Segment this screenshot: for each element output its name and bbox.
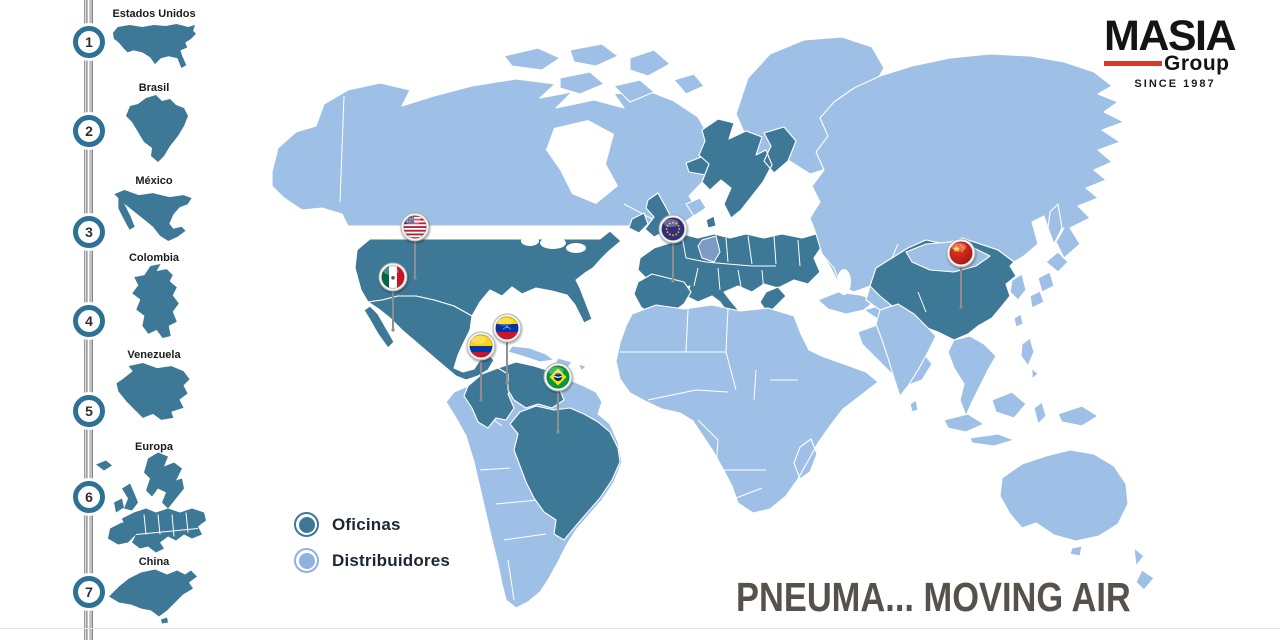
europe-silhouette-icon: [92, 450, 210, 554]
step-number-2: 2: [73, 115, 105, 147]
marker-colombia[interactable]: [466, 331, 496, 402]
marker-china[interactable]: [946, 238, 976, 309]
region-australia-nz: [999, 449, 1155, 591]
venezuela-flag-icon: [495, 316, 519, 340]
offices-label: Oficinas: [332, 514, 401, 534]
country-label-mexico: México: [135, 175, 173, 187]
china-silhouette-icon: [105, 566, 200, 624]
offices-dot-icon: [294, 512, 319, 537]
logo-red-bar: [1104, 61, 1162, 67]
country-label-colombia: Colombia: [128, 252, 180, 264]
marker-venezuela[interactable]: [492, 313, 522, 385]
asia-borders: [821, 243, 927, 313]
country-label-brasil: Brasil: [138, 82, 170, 94]
region-scandinavia: [698, 118, 797, 229]
region-africa: [615, 304, 879, 514]
mexico-silhouette-icon: [112, 188, 194, 244]
logo-sub-brand: Group: [1164, 51, 1230, 75]
arctic-islands: [503, 43, 707, 217]
logo-brand: MASIA: [1104, 12, 1237, 60]
region-iberia: [633, 273, 692, 318]
step-number-3: 3: [73, 216, 105, 248]
logo-tagline: SINCE 1987: [1134, 77, 1216, 90]
world-map: [271, 36, 1155, 609]
brazil-silhouette-icon: [118, 94, 190, 164]
hudson-bay: [546, 120, 618, 204]
marker-mexico[interactable]: [378, 262, 408, 332]
country-label-europa: Europa: [135, 441, 173, 453]
step-number-7: 7: [73, 576, 105, 608]
region-brazil: [509, 405, 621, 541]
brazil-flag-icon: [546, 365, 570, 389]
mexico-flag-icon: [381, 265, 405, 289]
legend-offices: Oficinas: [294, 512, 450, 537]
marker-brasil[interactable]: [543, 362, 573, 434]
region-india: [875, 303, 937, 413]
usa-flag-icon: [403, 215, 427, 239]
region-germany: [697, 235, 721, 263]
step-number-5: 5: [73, 395, 105, 427]
colombia-silhouette-icon: [122, 263, 186, 339]
masia-group-logo: MASIA Group SINCE 1987: [1104, 12, 1246, 90]
region-indonesia-philippines: [943, 337, 1099, 447]
china-flag-icon: [949, 241, 973, 265]
usa-silhouette-icon: [110, 20, 198, 74]
country-label-china: China: [138, 556, 170, 568]
region-canada-alaska: [271, 78, 712, 227]
eu-flag-icon: [661, 217, 685, 241]
slogan-text: PNEUMA... MOVING AIR: [736, 574, 1131, 620]
marker-estados-unidos[interactable]: [400, 212, 430, 280]
venezuela-silhouette-icon: [112, 361, 192, 424]
step-number-6: 6: [73, 481, 105, 513]
great-lake: [566, 243, 586, 253]
step-number-1: 1: [73, 26, 105, 58]
great-lake: [540, 237, 566, 249]
legend-distributors: Distribuidores: [294, 548, 450, 573]
region-east-asia-islands: [1009, 203, 1069, 328]
europe-borders: [681, 235, 801, 293]
country-label-estados-unidos: Estados Unidos: [112, 8, 196, 20]
colombia-flag-icon: [469, 334, 493, 358]
caspian-sea: [837, 269, 851, 295]
region-southeast-asia: [947, 335, 997, 417]
country-label-venezuela: Venezuela: [127, 349, 181, 361]
marker-europa[interactable]: [658, 214, 688, 283]
map-legend: Oficinas Distribuidores: [294, 512, 450, 584]
africa-borders: [620, 307, 798, 499]
step-number-4: 4: [73, 305, 105, 337]
distributors-dot-icon: [294, 548, 319, 573]
distributors-label: Distribuidores: [332, 550, 451, 570]
great-lake: [521, 236, 539, 246]
bottom-divider: [0, 628, 1280, 629]
